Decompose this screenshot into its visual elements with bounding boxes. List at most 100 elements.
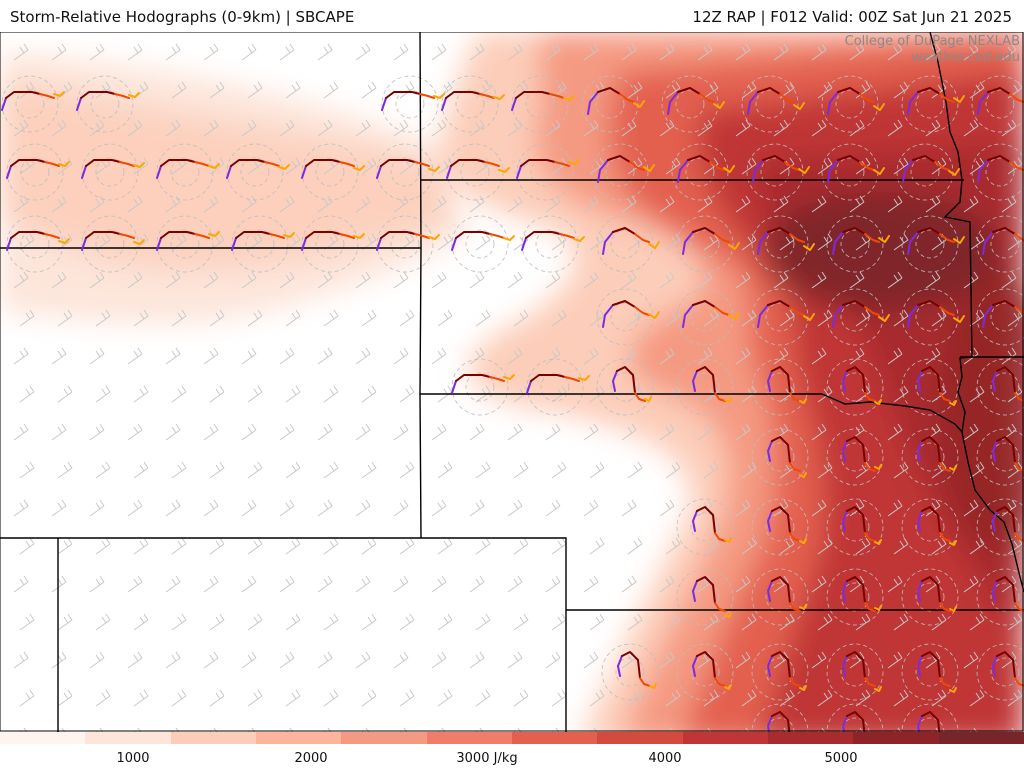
hodograph-range-ring <box>315 229 345 259</box>
wind-barb <box>773 271 789 289</box>
wind-barb <box>437 537 453 555</box>
hodograph-range-ring <box>765 512 795 542</box>
hodograph-segment <box>709 161 725 171</box>
colorbar-label-4000: 4000 <box>648 751 682 766</box>
hodograph-segment <box>419 93 435 99</box>
hodograph-segment <box>385 91 421 99</box>
wind-barb <box>507 43 523 61</box>
hodograph-range-ring <box>395 89 425 119</box>
hodograph-range-ring <box>840 442 870 472</box>
hodograph-segment <box>846 366 866 394</box>
wind-barb <box>171 309 187 327</box>
hodograph <box>832 300 890 328</box>
wind-barb <box>323 613 339 631</box>
hodograph-segment <box>949 540 957 546</box>
hodograph-range-ring <box>595 89 625 119</box>
wind-barb <box>735 43 751 61</box>
wind-barb <box>773 195 789 213</box>
wind-barb <box>279 575 295 593</box>
hodograph-segment <box>621 651 641 679</box>
wind-barb <box>51 271 67 289</box>
wind-barb <box>355 347 371 365</box>
hodograph <box>917 506 957 546</box>
hodograph-segment <box>874 605 882 611</box>
wind-barb <box>703 309 719 327</box>
wind-barb <box>969 81 985 99</box>
wind-barb <box>241 423 257 441</box>
wind-barb <box>437 309 453 327</box>
wind-barb <box>399 537 415 555</box>
hodograph-range-ring <box>240 157 270 187</box>
hodograph-range-ring <box>765 302 795 332</box>
hodograph-segment <box>948 168 960 176</box>
hodograph-range-ring <box>245 229 275 259</box>
wind-barb <box>361 689 377 707</box>
hodograph-range-ring <box>765 657 795 687</box>
hodograph-segment <box>921 651 941 679</box>
wind-barb <box>399 461 415 479</box>
wind-barb <box>703 537 719 555</box>
wind-barb <box>893 689 909 707</box>
hodograph-segment <box>949 687 957 693</box>
hodograph-segment <box>757 231 769 255</box>
wind-barb <box>393 119 409 137</box>
hodograph-segment <box>992 655 998 677</box>
wind-barb <box>735 651 751 669</box>
wind-barb <box>773 43 789 61</box>
wind-barb <box>241 271 257 289</box>
hodograph-segment <box>578 375 590 381</box>
wind-barb <box>475 81 491 99</box>
hodograph-segment <box>934 161 950 171</box>
wind-barb <box>545 575 561 593</box>
wind-barb <box>583 195 599 213</box>
wind-barb <box>361 461 377 479</box>
hodograph-range-ring <box>95 157 125 187</box>
wind-barb <box>95 613 111 631</box>
hodograph-segment <box>451 380 457 394</box>
wind-barb <box>475 233 491 251</box>
wind-barb <box>703 461 719 479</box>
hodograph-segment <box>953 95 965 103</box>
hodograph-range-ring <box>901 75 959 133</box>
hodograph-range-ring <box>671 143 729 201</box>
wind-barb <box>969 385 985 403</box>
wind-barb <box>741 613 757 631</box>
wind-barb <box>589 461 605 479</box>
hodograph <box>977 155 1024 183</box>
wind-barb <box>545 271 561 289</box>
colorbar-segment <box>170 732 257 744</box>
wind-barb <box>773 119 789 137</box>
hodograph <box>301 231 365 251</box>
hodograph-range-ring <box>676 498 734 556</box>
hodograph-rings-layer <box>1 75 1024 732</box>
wind-barb <box>133 613 149 631</box>
wind-barb <box>507 575 523 593</box>
hodograph-segment <box>634 306 650 316</box>
wind-barb <box>931 537 947 555</box>
wind-barb <box>887 43 903 61</box>
wind-barb <box>165 43 181 61</box>
wind-barb <box>393 499 409 517</box>
hodograph-range-ring <box>751 288 809 346</box>
wind-barb <box>773 499 789 517</box>
hodograph-segment <box>85 159 121 167</box>
hodograph-range-ring <box>676 358 734 416</box>
wind-barb <box>355 651 371 669</box>
hodograph-segment <box>433 93 445 99</box>
hodograph-segment <box>939 392 951 402</box>
hodograph-segment <box>878 235 890 243</box>
wind-barb <box>203 271 219 289</box>
hodograph <box>917 711 941 732</box>
wind-barb <box>887 575 903 593</box>
wind-barb <box>627 157 643 175</box>
map-title: Storm-Relative Hodographs (0-9km) | SBCA… <box>10 8 355 26</box>
wind-barb <box>659 195 675 213</box>
hodograph-range-ring <box>596 358 654 416</box>
wind-barb <box>817 233 833 251</box>
wind-barb <box>171 81 187 99</box>
wind-barb <box>627 461 643 479</box>
wind-barb <box>203 499 219 517</box>
wind-barb <box>133 385 149 403</box>
hodograph-segment <box>692 580 698 602</box>
wind-barb <box>741 537 757 555</box>
